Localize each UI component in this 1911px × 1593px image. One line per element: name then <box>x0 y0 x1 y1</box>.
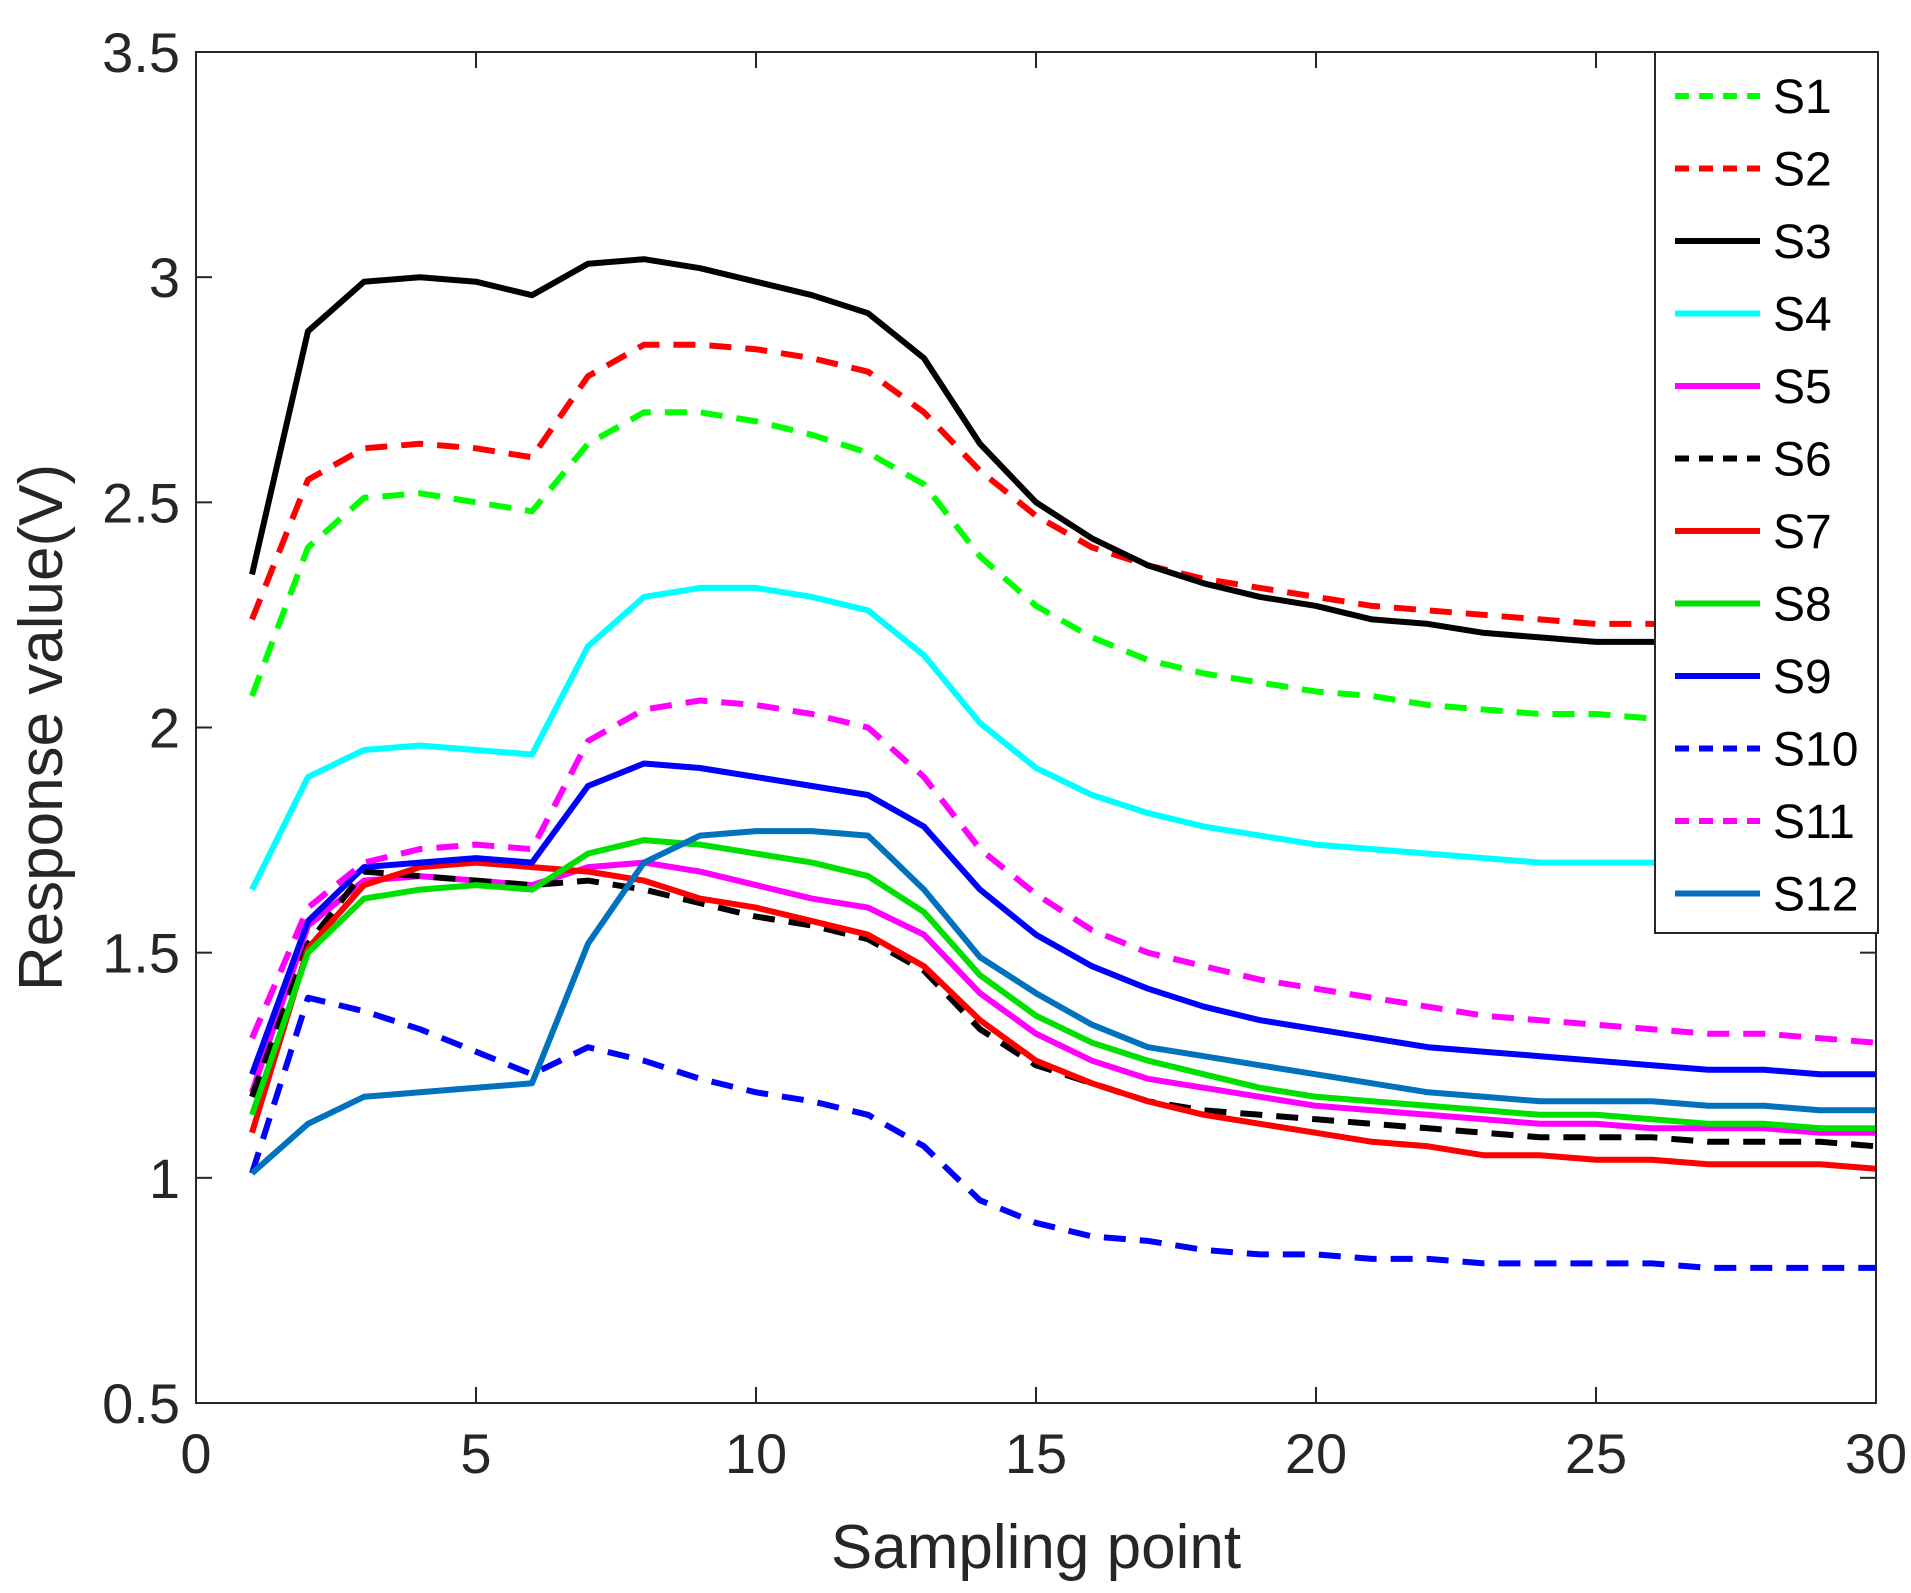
series-line-s7 <box>249 859 1877 1172</box>
y-tick-label: 2 <box>149 697 180 760</box>
x-axis-ticks: 0 5 10 15 20 25 30 <box>180 52 1907 1485</box>
y-tick-label: 1.5 <box>102 922 180 985</box>
series-line-s12 <box>250 828 1876 1176</box>
legend-label-s12: S12 <box>1773 869 1858 922</box>
legend-label-s7: S7 <box>1773 506 1832 559</box>
series-line-s11 <box>249 697 1877 1046</box>
series-line-s4 <box>249 584 1876 891</box>
series-line-s3 <box>249 256 1876 654</box>
series-line-s1 <box>249 409 1876 731</box>
legend-label-s3: S3 <box>1773 216 1832 269</box>
series-layer <box>249 256 1877 1271</box>
y-tick-label: 1 <box>149 1147 180 1210</box>
y-tick-label: 3 <box>149 246 180 309</box>
x-tick-label: 0 <box>180 1422 211 1485</box>
legend-label-s9: S9 <box>1773 651 1832 704</box>
y-axis-ticks: 0.5 1 1.5 2 2.5 3 3.5 <box>102 21 1876 1435</box>
legend: S1 S2 S3 S4 S5 S6 S7 S8 S9 S10 S11 S12 <box>1654 51 1879 934</box>
series-line-s2 <box>249 341 1876 636</box>
legend-label-s11: S11 <box>1773 796 1855 849</box>
y-tick-label: 2.5 <box>102 471 180 534</box>
series-line-s6 <box>249 868 1877 1150</box>
series-line-s9 <box>249 760 1876 1078</box>
legend-label-s4: S4 <box>1773 289 1832 342</box>
x-tick-label: 20 <box>1285 1422 1347 1485</box>
x-axis-title: Sampling point <box>831 1513 1241 1582</box>
legend-label-s10: S10 <box>1773 724 1858 777</box>
legend-label-s6: S6 <box>1773 434 1832 487</box>
series-line-s8 <box>249 837 1876 1132</box>
y-tick-label: 0.5 <box>102 1372 180 1435</box>
x-tick-label: 15 <box>1005 1422 1067 1485</box>
series-line-s10 <box>249 994 1876 1271</box>
x-tick-label: 10 <box>725 1422 787 1485</box>
legend-label-s8: S8 <box>1773 579 1832 632</box>
y-tick-label: 3.5 <box>102 21 180 84</box>
x-tick-label: 25 <box>1565 1422 1627 1485</box>
legend-label-s2: S2 <box>1773 144 1832 197</box>
x-tick-label: 5 <box>460 1422 491 1485</box>
x-tick-label: 30 <box>1845 1422 1907 1485</box>
legend-label-s5: S5 <box>1773 361 1832 414</box>
legend-box <box>1654 51 1879 934</box>
y-axis-title: Response value(V) <box>7 464 76 991</box>
legend-label-s1: S1 <box>1773 71 1832 124</box>
